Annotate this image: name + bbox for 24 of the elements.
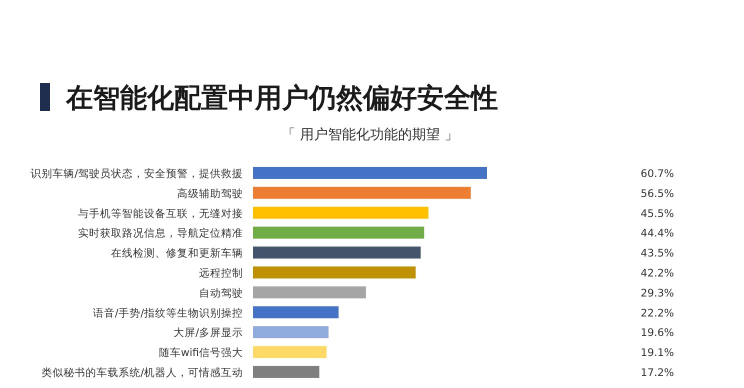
data-label: 42.2% xyxy=(640,267,674,280)
data-label: 60.7% xyxy=(640,168,674,180)
y-tick-label: 实时获取路况信息，导航定位精准 xyxy=(78,226,243,240)
y-tick-label: 类似秘书的车载系统/机器人，可情感互动 xyxy=(41,366,243,379)
data-label: 56.5% xyxy=(640,188,674,200)
data-label: 45.5% xyxy=(640,208,674,220)
y-tick-label: 语音/手势/指纹等生物识别操控 xyxy=(92,306,243,320)
y-tick-label: 在线检测、修复和更新车辆 xyxy=(111,246,243,260)
data-label: 19.1% xyxy=(640,347,674,360)
data-label: 29.3% xyxy=(640,287,674,300)
y-tick-label: 随车wifi信号强大 xyxy=(158,346,243,360)
chart-subtitle: 「 用户智能化功能的期望 」 xyxy=(282,127,458,143)
data-label: 43.5% xyxy=(640,248,674,260)
y-tick-label: 高级辅助驾驶 xyxy=(177,186,243,200)
data-label: 19.6% xyxy=(640,327,674,340)
y-tick-label: 识别车辆/驾驶员状态，安全预警，提供救援 xyxy=(30,166,243,180)
data-label: 44.4% xyxy=(640,228,674,240)
y-tick-label: 与手机等智能设备互联，无缝对接 xyxy=(78,206,243,220)
y-tick-label: 远程控制 xyxy=(199,266,243,280)
y-tick-label: 自动驾驶 xyxy=(199,286,243,300)
data-label: 17.2% xyxy=(640,366,674,379)
y-tick-label: 大屏/多屏显示 xyxy=(173,326,243,340)
data-label: 22.2% xyxy=(640,307,674,320)
chart-title: 在智能化配置中用户仍然偏好安全性 xyxy=(65,83,498,114)
